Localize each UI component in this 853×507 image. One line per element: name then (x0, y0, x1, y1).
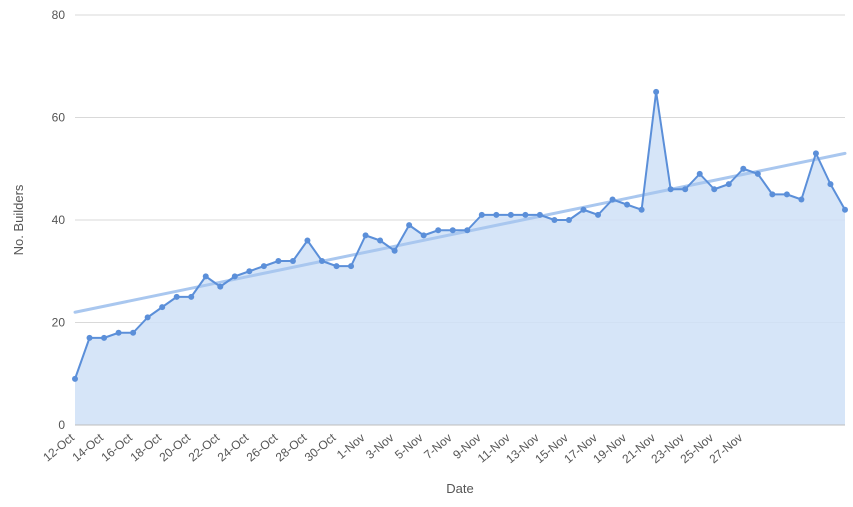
data-marker (232, 273, 238, 279)
data-marker (275, 258, 281, 264)
data-marker (363, 232, 369, 238)
data-marker (421, 232, 427, 238)
x-tick-label: 14-Oct (69, 430, 106, 464)
data-marker (246, 268, 252, 274)
data-marker (493, 212, 499, 218)
data-marker (406, 222, 412, 228)
x-tick-label: 20-Oct (157, 430, 194, 464)
x-tick-label: 1-Nov (334, 431, 368, 462)
data-marker (304, 238, 310, 244)
area-fill (75, 92, 845, 425)
data-marker (711, 186, 717, 192)
data-marker (595, 212, 601, 218)
data-marker (290, 258, 296, 264)
x-tick-label: 3-Nov (363, 431, 397, 462)
data-marker (682, 186, 688, 192)
data-marker (813, 150, 819, 156)
builders-area-chart: 02040608012-Oct14-Oct16-Oct18-Oct20-Oct2… (0, 0, 853, 507)
data-marker (319, 258, 325, 264)
data-marker (522, 212, 528, 218)
y-tick-label: 40 (52, 213, 66, 227)
data-marker (159, 304, 165, 310)
x-axis-label: Date (446, 481, 473, 496)
data-marker (798, 197, 804, 203)
data-marker (188, 294, 194, 300)
data-marker (580, 207, 586, 213)
data-marker (87, 335, 93, 341)
data-marker (203, 273, 209, 279)
data-marker (348, 263, 354, 269)
x-tick-label: 30-Oct (302, 430, 339, 464)
x-tick-label: 18-Oct (128, 430, 165, 464)
chart-container: 02040608012-Oct14-Oct16-Oct18-Oct20-Oct2… (0, 0, 853, 507)
data-marker (101, 335, 107, 341)
x-tick-label: 27-Nov (707, 431, 746, 467)
data-marker (653, 89, 659, 95)
data-marker (697, 171, 703, 177)
y-tick-label: 0 (58, 418, 65, 432)
data-marker (377, 238, 383, 244)
data-marker (842, 207, 848, 213)
data-marker (130, 330, 136, 336)
x-tick-label: 26-Oct (244, 430, 281, 464)
data-marker (450, 227, 456, 233)
data-marker (261, 263, 267, 269)
y-axis-label: No. Builders (11, 184, 26, 255)
data-marker (72, 376, 78, 382)
data-marker (755, 171, 761, 177)
data-marker (668, 186, 674, 192)
data-marker (116, 330, 122, 336)
data-marker (334, 263, 340, 269)
y-tick-label: 20 (52, 316, 66, 330)
data-marker (508, 212, 514, 218)
x-tick-label: 7-Nov (421, 431, 455, 462)
x-tick-label: 16-Oct (98, 430, 135, 464)
data-marker (464, 227, 470, 233)
y-tick-label: 60 (52, 111, 66, 125)
x-tick-label: 12-Oct (40, 430, 77, 464)
x-tick-label: 5-Nov (392, 431, 426, 462)
data-marker (174, 294, 180, 300)
data-marker (610, 197, 616, 203)
data-marker (145, 314, 151, 320)
data-marker (639, 207, 645, 213)
data-marker (784, 191, 790, 197)
data-marker (624, 202, 630, 208)
x-tick-label: 24-Oct (215, 430, 252, 464)
data-marker (827, 181, 833, 187)
data-marker (217, 284, 223, 290)
data-marker (392, 248, 398, 254)
data-marker (769, 191, 775, 197)
data-marker (566, 217, 572, 223)
data-marker (740, 166, 746, 172)
data-marker (537, 212, 543, 218)
y-tick-label: 80 (52, 8, 66, 22)
data-marker (435, 227, 441, 233)
data-marker (479, 212, 485, 218)
data-marker (726, 181, 732, 187)
data-marker (551, 217, 557, 223)
x-tick-label: 22-Oct (186, 430, 223, 464)
x-tick-label: 28-Oct (273, 430, 310, 464)
